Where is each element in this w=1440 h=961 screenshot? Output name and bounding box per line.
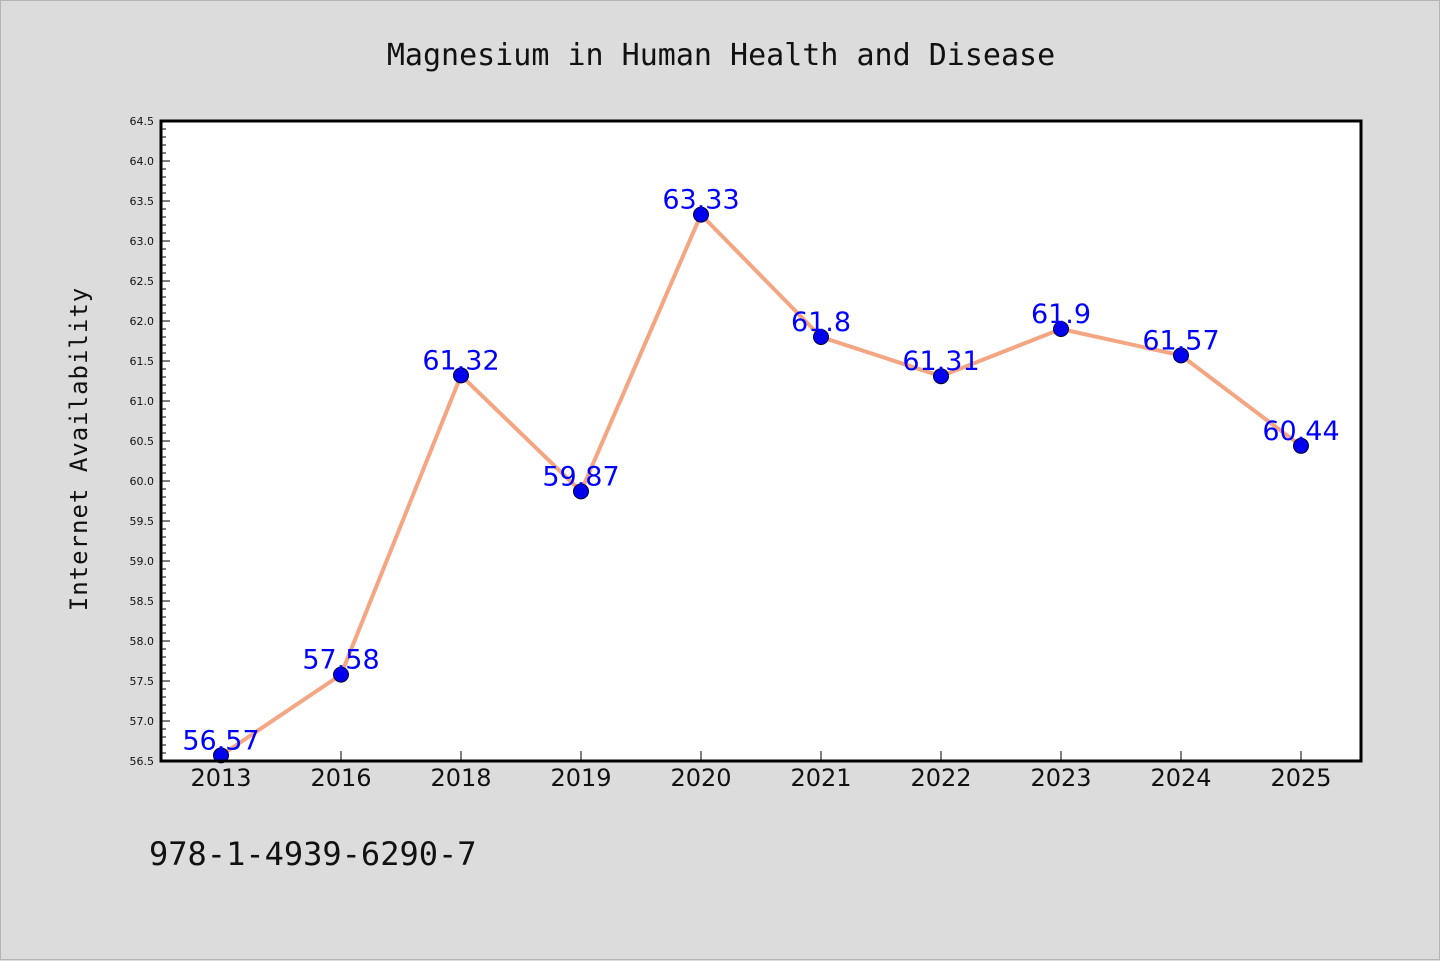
data-label: 56.57 — [182, 725, 259, 756]
isbn-footer: 978-1-4939-6290-7 — [149, 835, 477, 873]
x-tick-label: 2016 — [310, 764, 371, 792]
data-label: 59.87 — [542, 461, 619, 492]
y-tick-label: 61.5 — [130, 355, 155, 368]
x-tick-label: 2020 — [670, 764, 731, 792]
y-tick-label: 64.0 — [130, 155, 155, 168]
y-tick-label: 57.5 — [130, 675, 155, 688]
data-point — [573, 483, 589, 500]
y-tick-label: 60.5 — [130, 435, 155, 448]
y-tick-label: 59.0 — [130, 555, 155, 568]
plot-area — [161, 121, 1361, 761]
data-label: 61.32 — [422, 345, 499, 376]
y-tick-label: 58.5 — [130, 595, 155, 608]
y-tick-label: 62.5 — [130, 275, 155, 288]
y-tick-label: 58.0 — [130, 635, 155, 648]
y-axis-label: Internet Availability — [65, 287, 93, 611]
data-point — [1173, 347, 1189, 364]
y-tick-label: 62.0 — [130, 315, 155, 328]
data-label: 57.58 — [302, 645, 379, 676]
y-tick-label: 59.5 — [130, 515, 155, 528]
y-tick-label: 63.5 — [130, 195, 155, 208]
y-tick-label: 64.5 — [130, 115, 155, 128]
x-tick-label: 2019 — [550, 764, 611, 792]
data-label: 61.9 — [1031, 299, 1091, 330]
chart-title: Magnesium in Human Health and Disease — [387, 38, 1055, 73]
data-point — [1293, 437, 1309, 454]
x-tick-label: 2025 — [1270, 764, 1331, 792]
data-label: 61.8 — [791, 307, 851, 338]
data-label: 61.57 — [1142, 325, 1219, 356]
x-tick-label: 2023 — [1030, 764, 1091, 792]
data-point — [453, 367, 469, 384]
y-tick-label: 63.0 — [130, 235, 155, 248]
data-point — [213, 747, 229, 764]
y-axis-ticks: 56.5 57.0 57.5 58.0 58.5 59.0 59.5 60.0 60.5 61.0… — [130, 115, 170, 768]
plot-border — [159, 119, 1363, 763]
y-tick-label: 61.0 — [130, 395, 155, 408]
x-tick-label: 2024 — [1150, 764, 1211, 792]
x-tick-label: 2021 — [790, 764, 851, 792]
data-point — [813, 329, 829, 345]
data-label: 63.33 — [662, 185, 739, 216]
data-label: 60.44 — [1262, 416, 1339, 447]
data-point — [933, 368, 949, 385]
series-line — [219, 212, 1303, 758]
x-axis-ticks: 2013 2016 2018 2019 2020 2021 2022 2023 2024 2025 — [190, 751, 1332, 792]
y-tick-label: 60.0 — [130, 475, 155, 488]
x-tick-label: 2013 — [190, 764, 251, 792]
data-point — [333, 666, 349, 683]
x-tick-label: 2018 — [430, 764, 491, 792]
y-tick-label: 56.5 — [130, 755, 155, 768]
data-point — [693, 206, 709, 223]
data-label: 61.31 — [902, 346, 979, 377]
y-tick-label: 57.0 — [130, 715, 155, 728]
data-point — [1053, 321, 1069, 337]
series-layer: 56.57 57.58 61.32 59.87 63.33 61.8 61.31 61.9 61… — [182, 185, 1340, 764]
x-tick-label: 2022 — [910, 764, 971, 792]
